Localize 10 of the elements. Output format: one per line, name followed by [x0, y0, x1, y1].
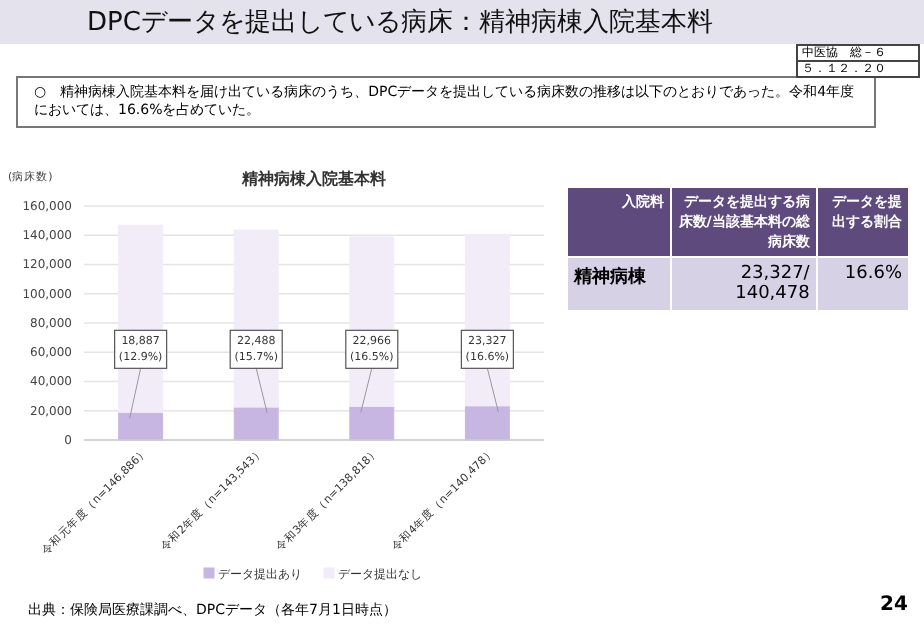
text: 精神病棟 — [574, 268, 646, 288]
bar — [464, 405, 510, 441]
text: DPCデータを提出している病床：精神病棟入院基本料 — [85, 6, 715, 40]
bar — [233, 406, 279, 441]
text: 23,327/140,478 — [735, 264, 810, 304]
chart-title: 精神病棟入院基本料 — [240, 170, 386, 188]
bar — [349, 405, 395, 441]
bar — [118, 411, 164, 441]
text: 24 — [880, 594, 908, 616]
text: 16.6% — [844, 264, 902, 284]
